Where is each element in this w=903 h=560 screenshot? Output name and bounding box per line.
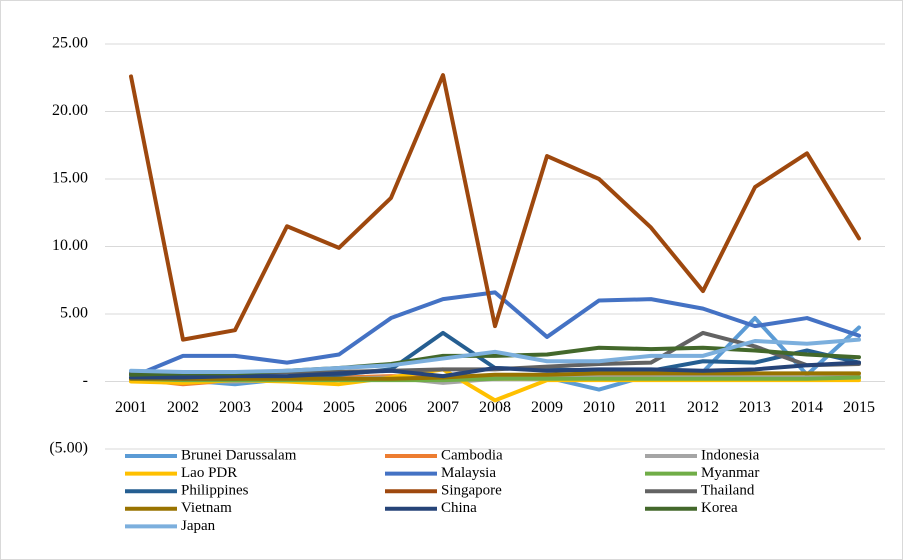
legend-label: China [441,500,477,516]
legend-label: Lao PDR [181,465,237,481]
series-line [129,337,861,375]
x-tick-label: 2013 [739,399,771,416]
legend-label: Vietnam [181,500,232,516]
legend-label: Korea [701,500,738,516]
series-line [129,290,861,380]
legend-label: Malaysia [441,465,496,481]
y-tick-label: 5.00 [60,305,88,322]
x-tick-label: 2015 [843,399,875,416]
x-tick-label: 2001 [115,399,147,416]
x-tick-label: 2008 [479,399,511,416]
x-tick-label: 2002 [167,399,199,416]
y-tick-label: 10.00 [52,237,88,254]
series-line [129,73,861,342]
x-tick-label: 2011 [635,399,666,416]
legend-label: Brunei Darussalam [181,447,297,463]
legend: Brunei Darussalam Cambodia Indonesia Lao PD… [125,447,760,534]
y-tick-label: 20.00 [52,102,88,119]
x-tick-label: 2010 [583,399,615,416]
y-tick-label: (5.00) [49,440,88,457]
x-tick-label: 2006 [375,399,407,416]
x-tick-label: 2014 [791,399,823,416]
x-tick-label: 2003 [219,399,251,416]
y-tick-label: 25.00 [52,35,88,52]
series-line [129,371,861,381]
x-tick-label: 2007 [427,399,459,416]
x-tick-label: 2005 [323,399,355,416]
legend-label: Singapore [441,483,502,499]
plot-lines [129,73,861,403]
series-line [129,360,861,380]
x-tick-label: 2004 [271,399,303,416]
legend-label: Cambodia [441,447,503,463]
legend-label: Myanmar [701,465,759,481]
legend-label: Japan [181,518,216,534]
x-tick-label: 2009 [531,399,563,416]
legend-label: Philippines [181,483,249,499]
y-tick-label: 15.00 [52,170,88,187]
x-tick-label: 2012 [687,399,719,416]
legend-label: Thailand [701,483,755,499]
y-tick-label: - [83,372,88,389]
axis-labels: (5.00) - 5.00 10.00 15.00 20.00 25.00 2001 2002 2… [49,35,875,457]
legend-label: Indonesia [701,447,760,463]
